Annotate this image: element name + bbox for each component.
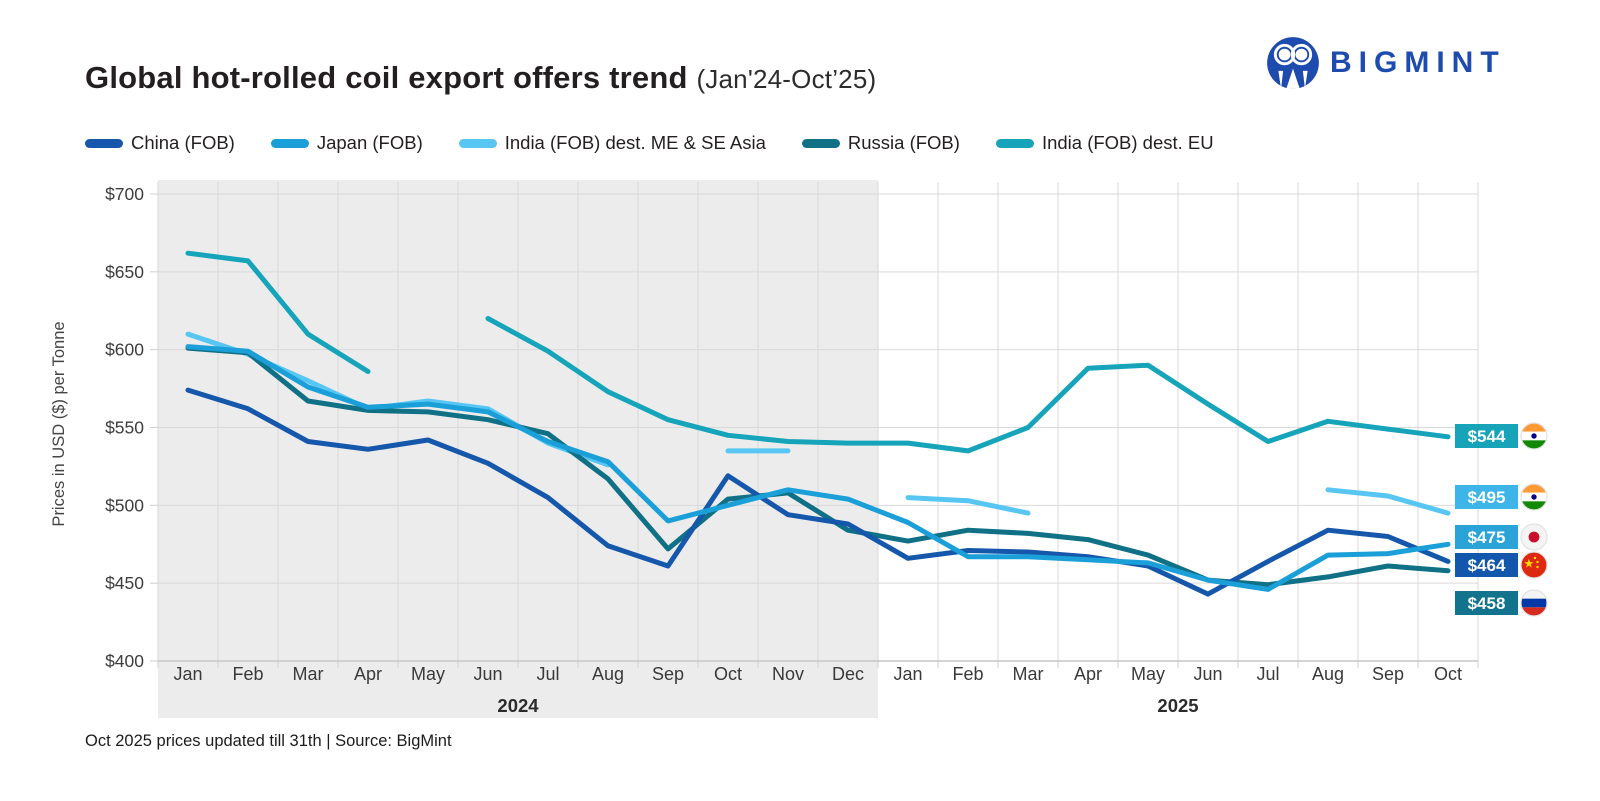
x-tick-label: Jun bbox=[1193, 664, 1222, 684]
price-label-box bbox=[1455, 485, 1518, 509]
year-label-2025: 2025 bbox=[1157, 695, 1198, 716]
price-label-value: $464 bbox=[1468, 556, 1506, 575]
x-tick-label: Aug bbox=[592, 664, 624, 684]
legend-swatch-japan-fob bbox=[270, 138, 309, 148]
x-tick-label: Feb bbox=[952, 664, 983, 684]
legend-label: India (FOB) dest. ME & SE Asia bbox=[504, 132, 766, 153]
x-tick-label: Sep bbox=[1372, 664, 1404, 684]
legend-swatch-india-eu bbox=[995, 138, 1034, 148]
legend-label: Russia (FOB) bbox=[847, 132, 960, 153]
price-label-value: $458 bbox=[1468, 594, 1506, 613]
x-tick-label: Aug bbox=[1312, 664, 1344, 684]
title-date-range: (Jan'24-Oct’25) bbox=[696, 64, 877, 94]
x-tick-label: Apr bbox=[354, 664, 382, 684]
page-title: Global hot-rolled coil export offers tre… bbox=[85, 60, 876, 96]
y-tick-label: $650 bbox=[105, 262, 144, 282]
legend-item-india-eu: India (FOB) dest. EU bbox=[995, 132, 1214, 154]
x-tick-label: Dec bbox=[832, 664, 864, 684]
legend-label: China (FOB) bbox=[131, 132, 235, 153]
price-label-value: $544 bbox=[1468, 427, 1506, 446]
svg-text:★: ★ bbox=[1524, 557, 1535, 571]
price-label-value: $495 bbox=[1468, 488, 1506, 507]
year-label-2024: 2024 bbox=[497, 695, 539, 716]
x-tick-label: Sep bbox=[652, 664, 684, 684]
bigmint-logo-icon bbox=[1267, 37, 1319, 89]
y-tick-label: $450 bbox=[105, 573, 144, 593]
x-tick-label: Nov bbox=[772, 664, 804, 684]
x-tick-label: Mar bbox=[293, 664, 324, 684]
legend-swatch-china-fob bbox=[85, 138, 123, 148]
x-tick-label: May bbox=[411, 664, 445, 684]
series-line-japan-fob bbox=[185, 344, 1451, 592]
price-label-box bbox=[1455, 553, 1518, 577]
legend-swatch-russia-fob bbox=[801, 138, 840, 148]
x-tick-label: Feb bbox=[232, 664, 263, 684]
legend-item-china-fob: China (FOB) bbox=[85, 132, 235, 154]
flag-china-icon: ★ bbox=[1521, 552, 1547, 578]
legend-item-japan-fob: Japan (FOB) bbox=[270, 132, 423, 154]
title-text: Global hot-rolled coil export offers tre… bbox=[85, 60, 688, 95]
price-label-box bbox=[1455, 525, 1518, 549]
series-line-china-fob bbox=[185, 387, 1451, 597]
x-tick-label: Jul bbox=[1256, 664, 1279, 684]
flag-ring bbox=[1520, 483, 1548, 511]
flag-ring bbox=[1520, 551, 1548, 579]
y-tick-label: $700 bbox=[105, 184, 144, 204]
x-tick-label: Oct bbox=[714, 664, 742, 684]
x-tick-label: Jun bbox=[473, 664, 502, 684]
flag-japan-icon bbox=[1521, 524, 1547, 550]
flag-india-icon bbox=[1521, 423, 1547, 449]
x-tick-label: Oct bbox=[1434, 664, 1462, 684]
price-label-value: $475 bbox=[1468, 528, 1506, 547]
y-tick-label: $400 bbox=[105, 651, 144, 671]
price-label-464: $464 ★ bbox=[1455, 551, 1548, 579]
y-tick-label: $600 bbox=[105, 340, 144, 360]
legend-label: India (FOB) dest. EU bbox=[1041, 132, 1214, 153]
flag-ring bbox=[1520, 523, 1548, 551]
series-line-india-fob-dest-eu bbox=[185, 250, 1451, 454]
price-label-box bbox=[1455, 424, 1518, 448]
legend-label: Japan (FOB) bbox=[316, 132, 423, 153]
price-label-box bbox=[1455, 591, 1518, 615]
x-tick-label: Mar bbox=[1013, 664, 1044, 684]
brand-logo: BIGMINT bbox=[1266, 36, 1506, 90]
flag-ring bbox=[1520, 589, 1548, 617]
x-tick-label: Jul bbox=[536, 664, 559, 684]
flag-ring bbox=[1520, 422, 1548, 450]
price-label-544: $544 bbox=[1455, 422, 1548, 450]
flag-india-icon bbox=[1521, 484, 1547, 510]
source-footnote: Oct 2025 prices updated till 31th | Sour… bbox=[85, 732, 452, 750]
flag-russia-icon bbox=[1521, 590, 1547, 616]
legend-item-russia-fob: Russia (FOB) bbox=[801, 132, 960, 154]
brand-name: BIGMINT bbox=[1330, 46, 1506, 79]
x-tick-label: Jan bbox=[173, 664, 202, 684]
price-label-495: $495 bbox=[1455, 483, 1548, 511]
y-tick-label: $550 bbox=[105, 418, 144, 438]
price-label-475: $475 bbox=[1455, 523, 1548, 551]
legend-swatch-india-me-se-asia bbox=[458, 138, 497, 148]
y-axis-title: Prices in USD ($) per Tonne bbox=[50, 321, 68, 526]
legend-item-india-me-se-asia: India (FOB) dest. ME & SE Asia bbox=[458, 132, 766, 154]
chart-legend: China (FOB) Japan (FOB) India (FOB) dest… bbox=[85, 132, 1214, 154]
price-label-458: $458 bbox=[1455, 589, 1548, 617]
x-tick-label: May bbox=[1131, 664, 1165, 684]
x-tick-label: Apr bbox=[1074, 664, 1102, 684]
x-tick-label: Jan bbox=[893, 664, 922, 684]
y-tick-label: $500 bbox=[105, 495, 144, 515]
